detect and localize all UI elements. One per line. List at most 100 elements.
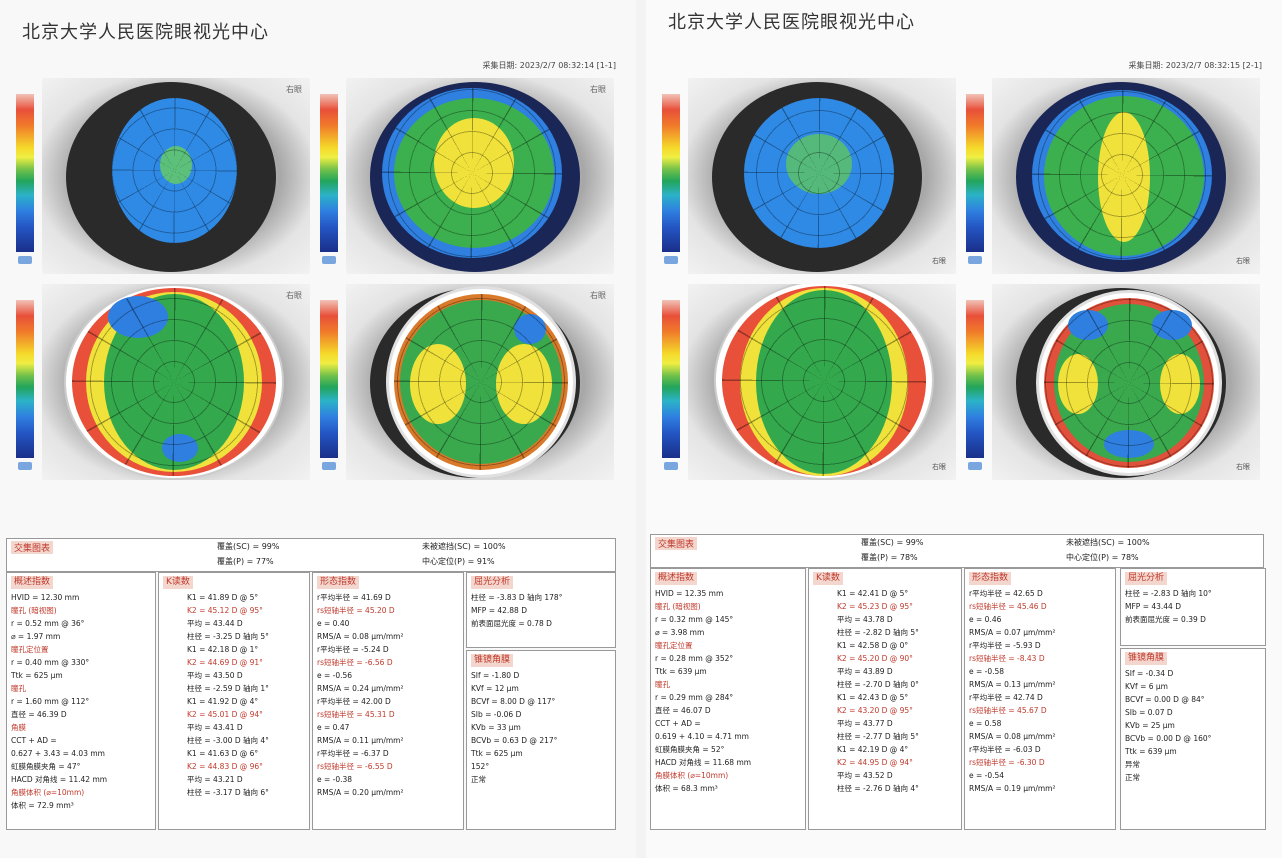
panel-title: 形态指数 xyxy=(317,576,360,589)
data-row: 0.619 + 4.10 = 4.71 mm xyxy=(655,732,749,741)
report-page-left: 北京大学人民医院眼视光中心 采集日期: 2023/2/7 08:32:14 [1… xyxy=(0,0,636,858)
data-row: RMS/A = 0.07 µm/mm² xyxy=(969,628,1056,637)
data-row: HVID = 12.35 mm xyxy=(655,589,724,598)
data-row: K1 = 41.89 D @ 5° xyxy=(187,593,259,602)
color-scale xyxy=(962,84,988,269)
data-row: 柱径 = -2.59 D 轴向 1° xyxy=(187,684,269,693)
panel-title: 锥镜角膜 xyxy=(1125,652,1168,665)
color-scale xyxy=(12,290,38,475)
shape-indices-panel: 形态指数 r平均半径 = 41.69 D rs短轴半径 = 45.20 D e … xyxy=(312,572,464,830)
data-row: 平均 = 43.41 D xyxy=(187,723,243,732)
data-row: RMS/A = 0.08 µm/mm² xyxy=(317,632,404,641)
map-axial: 右眼 xyxy=(658,76,958,276)
data-row: SIf = -1.80 D xyxy=(471,671,520,680)
eye-label: 右眼 xyxy=(286,291,302,300)
map-thickness: 右眼 xyxy=(962,282,1262,482)
data-row: 柱径 = -3.83 D 轴向 178° xyxy=(471,593,563,602)
data-row: KVf = 6 µm xyxy=(1125,682,1168,691)
capture-date: 采集日期: 2023/2/7 08:32:14 [1-1] xyxy=(482,61,617,70)
data-row: e = 0.46 xyxy=(969,615,1002,624)
data-row: 平均 = 43.50 D xyxy=(187,671,243,680)
data-row: rs短轴半径 = -6.30 D xyxy=(969,758,1045,767)
map-elevation-back: 右眼 xyxy=(658,282,958,482)
topography-maps: 右眼 右眼 右眼 xyxy=(658,76,1266,486)
map-elevation-back: 右眼 xyxy=(12,282,312,482)
color-scale xyxy=(658,84,684,269)
data-row: 平均 = 43.77 D xyxy=(837,719,893,728)
data-row: 柱径 = -3.17 D 轴向 6° xyxy=(187,788,269,797)
header-title: 交集图表 xyxy=(11,541,54,554)
data-row: 虹膜角膜夹角 = 52° xyxy=(655,745,725,754)
data-row: 平均 = 43.78 D xyxy=(837,615,893,624)
data-row: r = 1.60 mm @ 112° xyxy=(11,697,90,706)
data-row: r平均半径 = 42.00 D xyxy=(317,697,391,706)
data-row: SIf = -0.34 D xyxy=(1125,669,1174,678)
data-row: rs短轴半径 = 45.67 D xyxy=(969,706,1047,715)
header-field: 覆盖(SC) = 99% xyxy=(861,538,924,547)
data-row: BCVf = 8.00 D @ 117° xyxy=(471,697,556,706)
data-row: 柱径 = -2.76 D 轴向 4° xyxy=(837,784,919,793)
overlap-header: 交集图表 覆盖(SC) = 99% 覆盖(P) = 78% 未被遮挡(SC) =… xyxy=(650,534,1264,568)
header-field: 未被遮挡(SC) = 100% xyxy=(422,542,506,551)
eye-image: 右眼 xyxy=(42,284,310,480)
data-row: 瞳孔定位置 xyxy=(655,641,693,650)
data-row: KVf = 12 µm xyxy=(471,684,519,693)
data-row: 体积 = 72.9 mm³ xyxy=(11,801,74,810)
data-row: rs短轴半径 = 45.31 D xyxy=(317,710,395,719)
data-row: rs短轴半径 = 45.46 D xyxy=(969,602,1047,611)
data-row: RMS/A = 0.19 µm/mm² xyxy=(969,784,1056,793)
data-row: HACD 对角线 = 11.68 mm xyxy=(655,758,752,767)
eye-image: 右眼 xyxy=(42,78,310,274)
header-field: 覆盖(P) = 77% xyxy=(217,557,274,566)
data-row: ⌀ = 3.98 mm xyxy=(655,628,705,637)
header-field: 中心定位(P) = 91% xyxy=(422,557,495,566)
data-row: KVb = 25 µm xyxy=(1125,721,1175,730)
data-row: K2 = 44.69 D @ 91° xyxy=(187,658,263,667)
data-row: 0.627 + 3.43 = 4.03 mm xyxy=(11,749,105,758)
map-axial: 右眼 xyxy=(12,76,312,276)
data-row: e = 0.58 xyxy=(969,719,1002,728)
data-row: rs短轴半径 = -8.43 D xyxy=(969,654,1045,663)
data-row: RMS/A = 0.11 µm/mm² xyxy=(317,736,404,745)
data-row: e = -0.54 xyxy=(969,771,1005,780)
data-row: Ttk = 639 µm xyxy=(1125,747,1177,756)
map-thickness: 右眼 xyxy=(316,282,616,482)
data-row: K1 = 42.18 D @ 1° xyxy=(187,645,259,654)
data-row: K1 = 42.43 D @ 5° xyxy=(837,693,909,702)
data-row: BCVb = 0.00 D @ 160° xyxy=(1125,734,1212,743)
data-row: K2 = 45.01 D @ 94° xyxy=(187,710,263,719)
eye-image: 右眼 xyxy=(346,78,614,274)
report-title: 北京大学人民医院眼视光中心 xyxy=(22,22,269,43)
data-row: 直径 = 46.07 D xyxy=(655,706,711,715)
data-row: MFP = 43.44 D xyxy=(1125,602,1181,611)
astigmatism-panel: 屈光分析 柱径 = -2.83 D 轴向 10° MFP = 43.44 D 前… xyxy=(1120,568,1266,646)
data-row: 柱径 = -2.82 D 轴向 5° xyxy=(837,628,919,637)
data-row: K2 = 44.83 D @ 96° xyxy=(187,762,263,771)
data-row: K1 = 41.92 D @ 4° xyxy=(187,697,259,706)
header-field: 覆盖(SC) = 99% xyxy=(217,542,280,551)
data-row: 瞳孔 xyxy=(655,680,670,689)
color-scale xyxy=(316,84,342,269)
data-row: K2 = 45.12 D @ 95° xyxy=(187,606,263,615)
data-row: HVID = 12.30 mm xyxy=(11,593,80,602)
eye-label: 右眼 xyxy=(1236,463,1250,471)
basic-indices-panel: 概述指数 HVID = 12.30 mm 瞳孔 (暗视图) r = 0.52 m… xyxy=(6,572,156,830)
data-row: 正常 xyxy=(1125,773,1140,782)
data-row: 前表面屈光度 = 0.39 D xyxy=(1125,615,1206,624)
color-scale xyxy=(12,84,38,269)
data-row: Ttk = 639 µm xyxy=(655,667,707,676)
data-row: 柱径 = -3.25 D 轴向 5° xyxy=(187,632,269,641)
color-scale xyxy=(658,290,684,475)
panel-title: 概述指数 xyxy=(655,572,698,585)
data-row: e = -0.56 xyxy=(317,671,353,680)
eye-image: 右眼 xyxy=(688,78,956,274)
data-row: r平均半径 = -6.03 D xyxy=(969,745,1041,754)
data-row: K1 = 42.19 D @ 4° xyxy=(837,745,909,754)
data-row: 瞳孔 (暗视图) xyxy=(655,602,701,611)
data-row: 平均 = 43.21 D xyxy=(187,775,243,784)
basic-indices-panel: 概述指数 HVID = 12.35 mm 瞳孔 (暗视图) r = 0.32 m… xyxy=(650,568,806,830)
data-row: 直径 = 46.39 D xyxy=(11,710,67,719)
header-field: 中心定位(P) = 78% xyxy=(1066,553,1139,562)
k-readings-panel: K读数 K1 = 41.89 D @ 5° K2 = 45.12 D @ 95°… xyxy=(158,572,310,830)
eye-image: 右眼 xyxy=(992,78,1260,274)
